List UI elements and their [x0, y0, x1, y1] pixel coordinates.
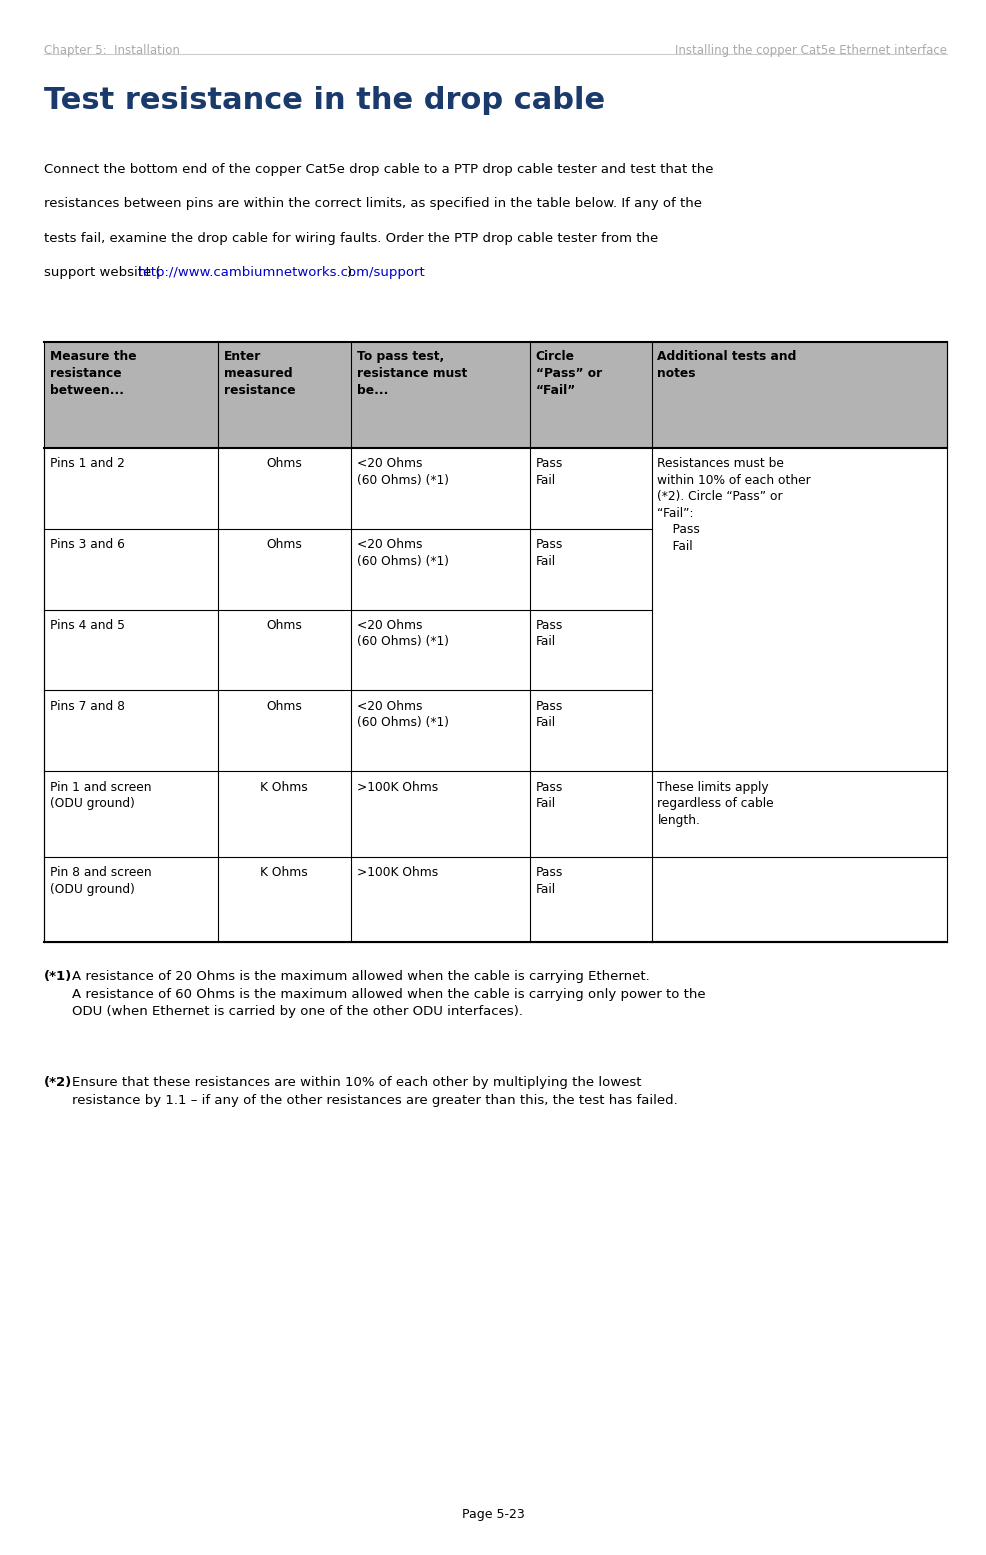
Text: Ohms: Ohms: [266, 457, 303, 470]
Text: Test resistance in the drop cable: Test resistance in the drop cable: [44, 86, 605, 115]
Text: Circle
“Pass” or
“Fail”: Circle “Pass” or “Fail”: [535, 350, 601, 397]
Text: Connect the bottom end of the copper Cat5e drop cable to a PTP drop cable tester: Connect the bottom end of the copper Cat…: [44, 163, 714, 176]
Text: <20 Ohms
(60 Ohms) (*1): <20 Ohms (60 Ohms) (*1): [357, 619, 449, 648]
Text: support website (: support website (: [44, 266, 161, 278]
Text: K Ohms: K Ohms: [260, 866, 309, 879]
Text: Page 5-23: Page 5-23: [461, 1508, 525, 1521]
Text: tests fail, examine the drop cable for wiring faults. Order the PTP drop cable t: tests fail, examine the drop cable for w…: [44, 232, 659, 244]
Text: Pins 7 and 8: Pins 7 and 8: [50, 700, 125, 712]
Text: <20 Ohms
(60 Ohms) (*1): <20 Ohms (60 Ohms) (*1): [357, 700, 449, 729]
Text: Pass
Fail: Pass Fail: [535, 538, 563, 568]
Text: Pass
Fail: Pass Fail: [535, 866, 563, 896]
Text: resistances between pins are within the correct limits, as specified in the tabl: resistances between pins are within the …: [44, 197, 702, 210]
Text: Additional tests and
notes: Additional tests and notes: [658, 350, 797, 379]
Text: Pins 3 and 6: Pins 3 and 6: [50, 538, 125, 550]
Text: A resistance of 20 Ohms is the maximum allowed when the cable is carrying Ethern: A resistance of 20 Ohms is the maximum a…: [72, 970, 706, 1019]
Text: Ohms: Ohms: [266, 538, 303, 550]
Text: Pins 1 and 2: Pins 1 and 2: [50, 457, 125, 470]
Text: Pin 8 and screen
(ODU ground): Pin 8 and screen (ODU ground): [50, 866, 152, 896]
Text: Pin 1 and screen
(ODU ground): Pin 1 and screen (ODU ground): [50, 781, 152, 810]
Text: To pass test,
resistance must
be...: To pass test, resistance must be...: [357, 350, 467, 397]
Text: Pass
Fail: Pass Fail: [535, 781, 563, 810]
Text: Ohms: Ohms: [266, 700, 303, 712]
Text: Chapter 5:  Installation: Chapter 5: Installation: [44, 44, 180, 56]
Text: Pins 4 and 5: Pins 4 and 5: [50, 619, 125, 631]
Text: These limits apply
regardless of cable
length.: These limits apply regardless of cable l…: [658, 781, 774, 827]
Text: Ensure that these resistances are within 10% of each other by multiplying the lo: Ensure that these resistances are within…: [72, 1076, 677, 1107]
Text: >100K Ohms: >100K Ohms: [357, 781, 439, 793]
Text: K Ohms: K Ohms: [260, 781, 309, 793]
Text: Enter
measured
resistance: Enter measured resistance: [224, 350, 295, 397]
Text: >100K Ohms: >100K Ohms: [357, 866, 439, 879]
Text: (*1): (*1): [44, 970, 73, 983]
Text: Ohms: Ohms: [266, 619, 303, 631]
Text: <20 Ohms
(60 Ohms) (*1): <20 Ohms (60 Ohms) (*1): [357, 538, 449, 568]
Text: ).: ).: [347, 266, 357, 278]
Text: Pass
Fail: Pass Fail: [535, 457, 563, 487]
Text: Pass
Fail: Pass Fail: [535, 619, 563, 648]
Bar: [44, 342, 947, 448]
Text: Pass
Fail: Pass Fail: [535, 700, 563, 729]
Text: <20 Ohms
(60 Ohms) (*1): <20 Ohms (60 Ohms) (*1): [357, 457, 449, 487]
Text: Resistances must be
within 10% of each other
(*2). Circle “Pass” or
“Fail”:
    : Resistances must be within 10% of each o…: [658, 457, 811, 552]
Text: Measure the
resistance
between...: Measure the resistance between...: [50, 350, 137, 397]
Text: http://www.cambiumnetworks.com/support: http://www.cambiumnetworks.com/support: [138, 266, 426, 278]
Text: Installing the copper Cat5e Ethernet interface: Installing the copper Cat5e Ethernet int…: [674, 44, 947, 56]
Text: (*2): (*2): [44, 1076, 73, 1088]
